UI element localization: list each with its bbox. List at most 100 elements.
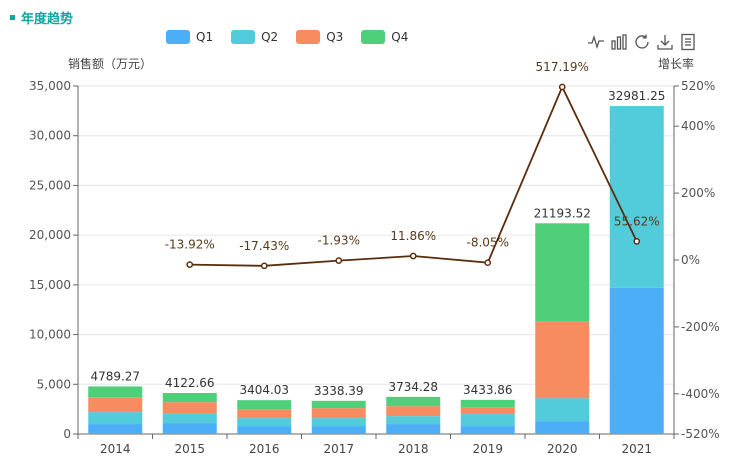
bar-q2-2020	[535, 398, 590, 422]
y-tick-label: 10,000	[29, 328, 71, 342]
legend-item-q4[interactable]: Q4	[361, 30, 408, 44]
y2-tick-label: 0%	[681, 253, 700, 267]
legend-item-q2[interactable]: Q2	[231, 30, 278, 44]
growth-label-2020: 517.19%	[536, 60, 589, 74]
bar-q3-2020	[535, 321, 590, 399]
growth-point-2019	[484, 259, 492, 267]
bar-q4-2014	[88, 386, 143, 398]
y2-tick-label: -520%	[681, 427, 720, 441]
x-tick-label: 2018	[398, 442, 429, 456]
y2-tick-label: 200%	[681, 186, 715, 200]
x-tick-label: 2015	[174, 442, 205, 456]
bar-q2-2021	[609, 106, 664, 288]
x-tick-label: 2021	[621, 442, 652, 456]
x-tick-label: 2017	[323, 442, 354, 456]
x-tick-label: 2014	[100, 442, 131, 456]
y2-tick-label: -400%	[681, 387, 720, 401]
x-tick-label: 2016	[249, 442, 280, 456]
growth-point-2018	[409, 252, 417, 260]
bar-q1-2020	[535, 421, 590, 434]
bar-q1-2016	[237, 426, 292, 434]
growth-label-2015: -13.92%	[165, 238, 215, 252]
bar-q4-2018	[386, 396, 441, 407]
x-tick-label: 2019	[472, 442, 503, 456]
growth-point-2016	[260, 262, 268, 270]
bar-q1-2015	[162, 423, 217, 434]
line-chart-icon[interactable]	[587, 33, 605, 51]
bar-q1-2014	[88, 424, 143, 434]
bar-q2-2014	[88, 412, 143, 425]
growth-point-2021	[633, 238, 641, 245]
y-tick-label: 15,000	[29, 278, 71, 292]
bar-q2-2017	[311, 418, 366, 427]
growth-label-2018: 11.86%	[390, 229, 436, 243]
legend-label-q3: Q3	[326, 30, 344, 44]
bar-q4-2020	[535, 223, 590, 322]
legend-swatch-q3	[296, 30, 321, 44]
title-marker-icon	[10, 15, 15, 20]
y-tick-label: 30,000	[29, 129, 71, 143]
total-label-2020: 21193.52	[534, 206, 591, 220]
y-tick-label: 25,000	[29, 178, 71, 192]
y-tick-label: 20,000	[29, 228, 71, 242]
legend-label-q4: Q4	[391, 30, 409, 44]
chart-toolbox	[587, 33, 697, 51]
total-label-2017: 3338.39	[314, 384, 364, 398]
y-tick-label: 0	[63, 427, 71, 441]
bar-q3-2017	[311, 408, 366, 419]
bar-q3-2018	[386, 406, 441, 417]
bar-q4-2015	[162, 393, 217, 403]
bar-q2-2018	[386, 416, 441, 425]
legend-item-q1[interactable]: Q1	[166, 30, 213, 44]
restore-icon[interactable]	[633, 33, 651, 51]
legend-swatch-q2	[231, 30, 256, 44]
total-label-2019: 3433.86	[463, 383, 513, 397]
growth-point-2017	[335, 257, 343, 264]
y-tick-label: 35,000	[29, 79, 71, 93]
bar-q3-2014	[88, 397, 143, 413]
legend-label-q1: Q1	[196, 30, 214, 44]
y-axis-title: 销售额（万元）	[68, 56, 152, 71]
legend-swatch-q4	[361, 30, 386, 44]
bar-q2-2015	[162, 413, 217, 424]
total-label-2014: 4789.27	[90, 369, 140, 383]
bar-q1-2019	[460, 426, 515, 434]
growth-label-2019: -8.05%	[467, 236, 509, 250]
bar-q4-2019	[460, 399, 515, 408]
total-label-2016: 3404.03	[239, 383, 289, 397]
growth-label-2017: -1.93%	[318, 234, 360, 248]
growth-point-2020	[558, 83, 566, 91]
legend-swatch-q1	[166, 30, 190, 44]
y2-tick-label: 400%	[681, 119, 715, 133]
bar-chart-icon[interactable]	[610, 33, 628, 51]
bar-q2-2019	[460, 414, 515, 427]
bar-q1-2021	[609, 287, 664, 434]
y2-tick-label: -200%	[681, 320, 720, 334]
bar-q4-2017	[311, 400, 366, 409]
bar-q1-2018	[386, 424, 441, 434]
bar-q3-2016	[237, 409, 292, 419]
data-view-icon[interactable]	[679, 33, 697, 51]
total-label-2021: 32981.25	[608, 89, 665, 103]
chart-legend: Q1 Q2 Q3 Q4	[166, 30, 408, 44]
total-label-2018: 3734.28	[388, 380, 438, 394]
y2-tick-label: 520%	[681, 79, 715, 93]
page-title: 年度趋势	[10, 8, 73, 27]
growth-point-2015	[186, 261, 194, 269]
y2-axis-title: 增长率	[658, 56, 694, 71]
bar-q2-2016	[237, 418, 292, 427]
page-title-text: 年度趋势	[21, 12, 74, 27]
x-tick-label: 2020	[547, 442, 578, 456]
legend-item-q3[interactable]: Q3	[296, 30, 343, 44]
bar-q3-2019	[460, 407, 515, 415]
growth-label-2016: -17.43%	[239, 239, 289, 253]
legend-label-q2: Q2	[261, 30, 279, 44]
download-icon[interactable]	[656, 33, 674, 51]
bar-q3-2015	[162, 402, 217, 414]
growth-label-2021: 55.62%	[614, 214, 660, 228]
total-label-2015: 4122.66	[165, 376, 215, 390]
y-tick-label: 5,000	[37, 377, 71, 391]
bar-q4-2016	[237, 400, 292, 410]
bar-q1-2017	[311, 426, 366, 434]
